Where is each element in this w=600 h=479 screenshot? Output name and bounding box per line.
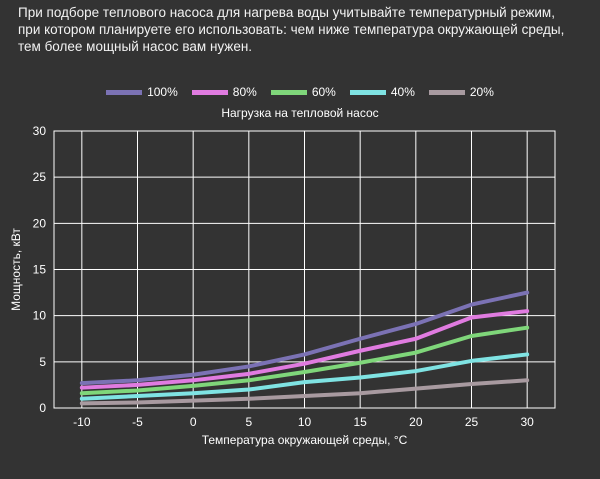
y-tick-label: 15 xyxy=(33,263,47,277)
legend-label: 20% xyxy=(469,85,494,99)
x-tick-label: 20 xyxy=(409,415,423,429)
x-tick-label: -10 xyxy=(73,415,91,429)
grid xyxy=(53,130,556,409)
y-tick-label: 0 xyxy=(39,401,46,415)
x-tick-label: 30 xyxy=(520,415,534,429)
legend-label: 60% xyxy=(311,85,336,99)
legend-label: 100% xyxy=(147,85,178,99)
series-line xyxy=(79,290,530,386)
legend-item: 80% xyxy=(191,85,257,99)
legend-swatch xyxy=(270,89,307,95)
x-tick-label: -5 xyxy=(132,415,143,429)
y-tick-label: 25 xyxy=(33,170,47,184)
x-tick-label: 15 xyxy=(353,415,367,429)
legend-item: 100% xyxy=(106,85,178,99)
legend: 100% 80% 60% 40% 20% xyxy=(0,84,600,100)
legend-item: 60% xyxy=(270,85,336,99)
tick-labels: 0 5 10 15 20 25 30 -10 -5 0 5 10 15 20 25 30 xyxy=(33,124,535,429)
legend-swatch xyxy=(106,89,143,95)
legend-swatch xyxy=(191,89,228,95)
intro-text: При подборе теплового насоса для нагрева… xyxy=(18,5,565,54)
y-tick-label: 20 xyxy=(33,216,47,230)
series-line xyxy=(79,352,530,401)
series-line xyxy=(79,325,530,396)
legend-item: 40% xyxy=(349,85,415,99)
y-axis-label: Мощность, кВт xyxy=(9,228,23,311)
x-tick-label: 25 xyxy=(465,415,479,429)
legend-label: 40% xyxy=(390,85,415,99)
legend-swatch xyxy=(428,89,465,95)
legend-title: Нагрузка на тепловой насос xyxy=(221,106,379,120)
legend-label: 80% xyxy=(232,85,257,99)
x-tick-label: 5 xyxy=(245,415,252,429)
legend-item: 20% xyxy=(428,85,494,99)
series-line xyxy=(79,378,530,406)
y-tick-label: 30 xyxy=(33,124,47,138)
x-tick-label: 10 xyxy=(298,415,312,429)
x-tick-label: 0 xyxy=(190,415,197,429)
x-axis-label: Температура окружающей среды, °С xyxy=(202,433,408,447)
series-lines xyxy=(79,290,530,406)
y-tick-label: 5 xyxy=(39,355,46,369)
series-line xyxy=(79,309,530,390)
legend-swatch xyxy=(349,89,386,95)
y-tick-label: 10 xyxy=(33,309,47,323)
